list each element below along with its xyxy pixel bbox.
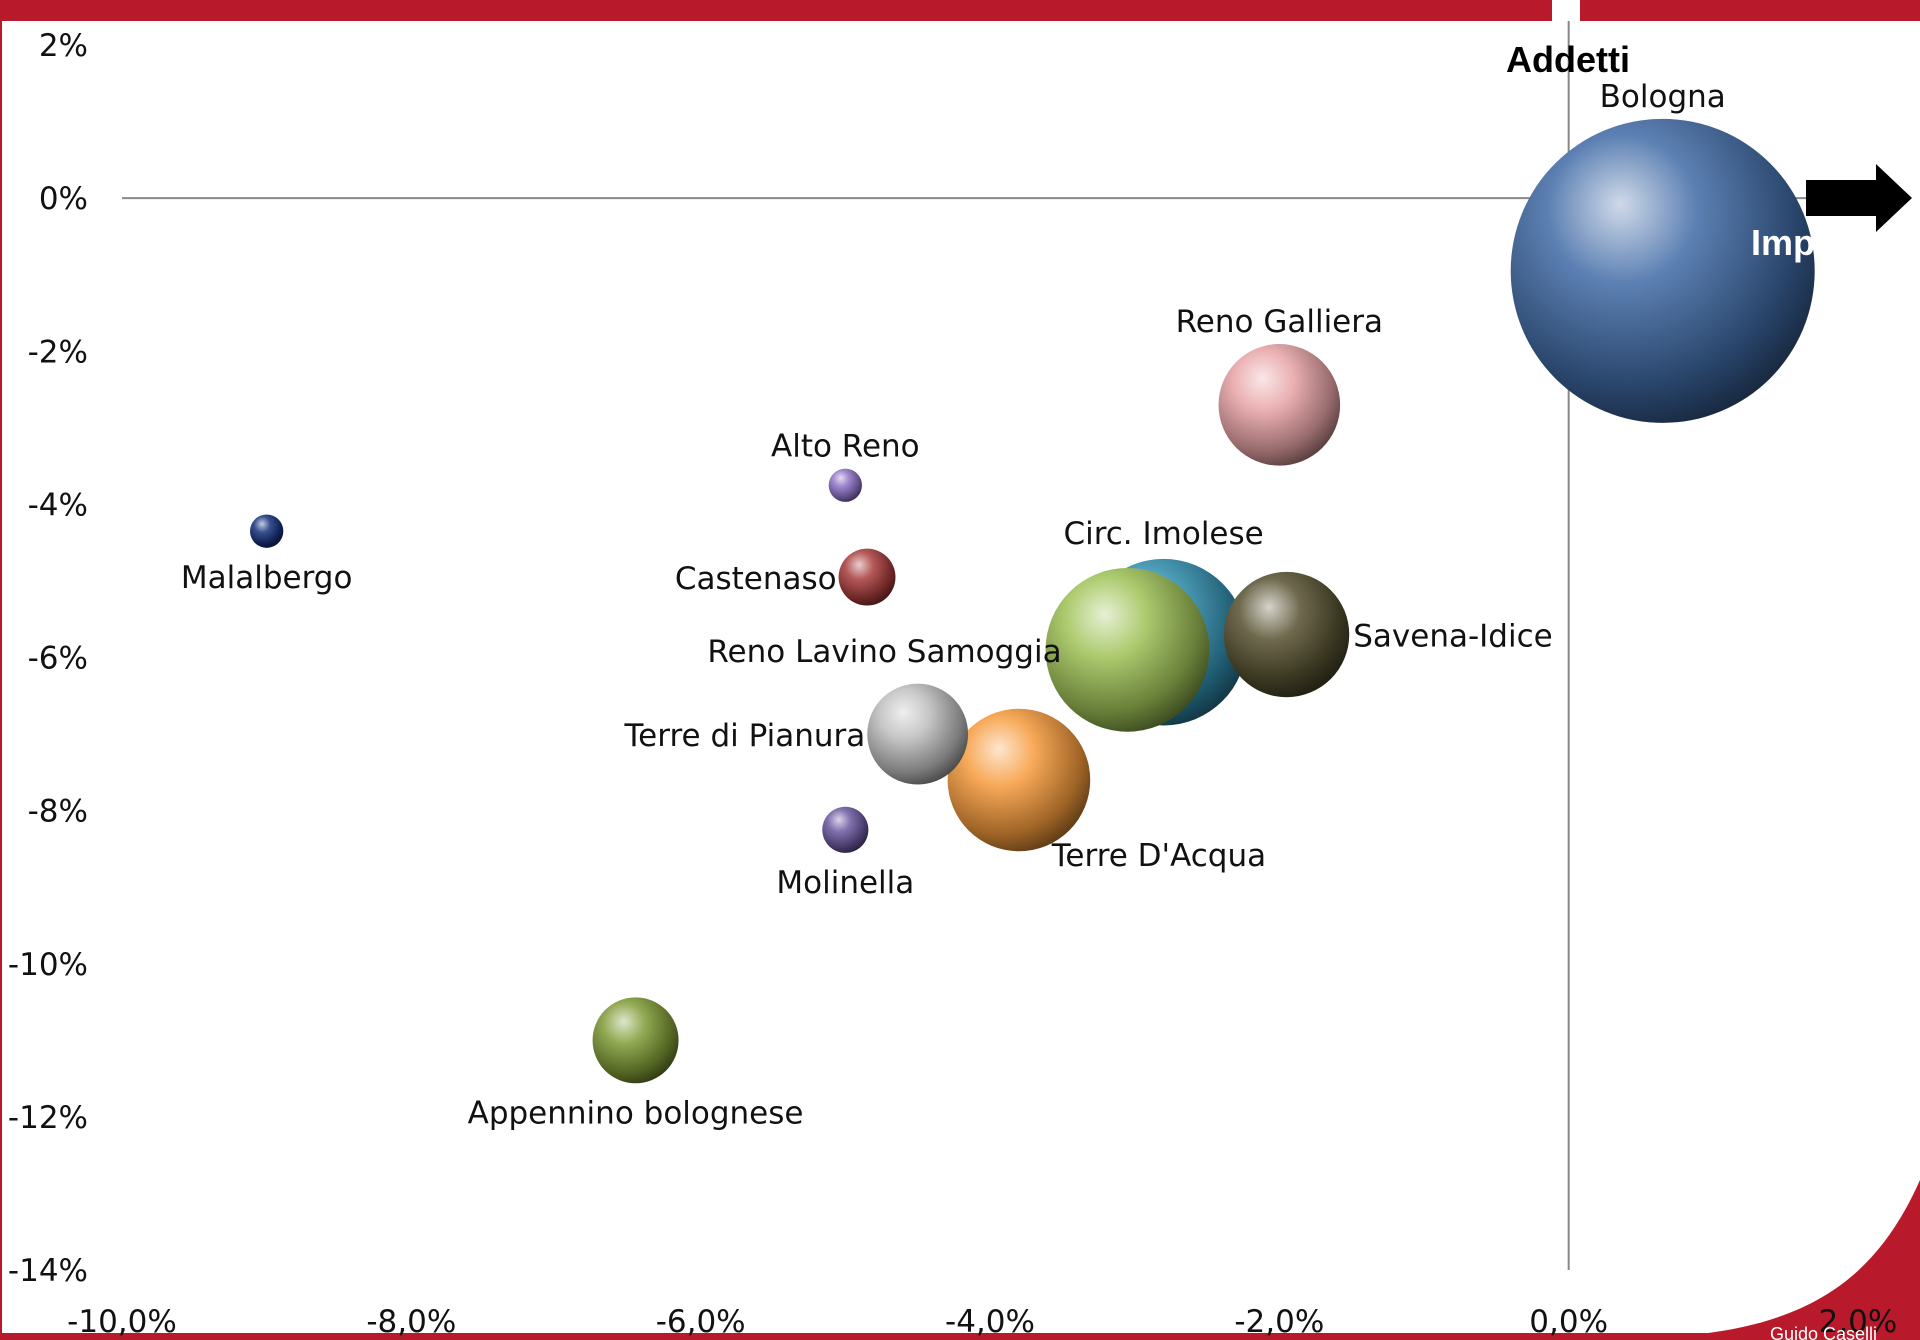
- bubble-label: Appennino bolognese: [468, 1095, 804, 1131]
- x-axis-arrow-icon: [1806, 164, 1912, 232]
- bubble-reno-lavino-samoggia: [1045, 567, 1210, 732]
- bubble-molinella: [822, 806, 869, 853]
- bubble-terre-d-acqua: [947, 708, 1091, 852]
- y-tick-label: 2%: [39, 28, 88, 64]
- bubble-bologna: [1510, 118, 1815, 423]
- x-tick-label: -4,0%: [945, 1304, 1035, 1340]
- bubble-label: Reno Galliera: [1176, 304, 1383, 340]
- bubble-malalbergo: [250, 514, 284, 548]
- y-tick-label: -14%: [8, 1253, 88, 1289]
- bubble-label: Reno Lavino Samoggia: [707, 634, 1061, 670]
- y-tick-label: -4%: [28, 487, 88, 523]
- x-tick-label: 2,0%: [1819, 1304, 1898, 1340]
- x-ticks: -10,0% -8,0% -6,0% -4,0% -2,0% 0,0% 2,0%: [67, 1304, 1897, 1340]
- x-tick-label: 0,0%: [1529, 1304, 1608, 1340]
- bubble-reno-galliera: [1218, 344, 1341, 466]
- bubbles: [250, 118, 1815, 1084]
- bubble-castenaso: [838, 548, 896, 606]
- bubble-label: Alto Reno: [771, 429, 920, 465]
- bubble-label: Terre D'Acqua: [1051, 838, 1266, 874]
- bubble-label: Savena-Idice: [1353, 619, 1552, 655]
- corner-swoosh: [1700, 1180, 1920, 1334]
- bubble-label: Malalbergo: [181, 560, 353, 596]
- y-ticks: 2% 0% -2% -4% -6% -8% -10% -12% -14%: [8, 28, 88, 1289]
- bubble-alto-reno: [828, 468, 862, 502]
- x-tick-label: -10,0%: [67, 1304, 177, 1340]
- left-border: [0, 21, 2, 1333]
- bubble-label: Bologna: [1600, 79, 1726, 115]
- x-tick-label: -8,0%: [366, 1304, 456, 1340]
- x-tick-label: -2,0%: [1234, 1304, 1324, 1340]
- x-tick-label: -6,0%: [656, 1304, 746, 1340]
- bubble-label: Molinella: [776, 865, 914, 901]
- top-band: [0, 0, 1920, 21]
- y-tick-label: 0%: [39, 181, 88, 217]
- bubble-terre-di-pianura: [867, 683, 969, 785]
- y-tick-label: -6%: [28, 641, 88, 677]
- y-axis-title: Addetti: [1506, 39, 1630, 80]
- bubble-label: Terre di Pianura: [624, 718, 866, 754]
- y-tick-label: -2%: [28, 334, 88, 370]
- bottom-band: [0, 1333, 1920, 1340]
- top-band-notch: [1552, 0, 1580, 26]
- bubble-appennino-bolognese: [592, 997, 679, 1084]
- y-tick-label: -8%: [28, 794, 88, 830]
- y-tick-label: -10%: [8, 947, 88, 983]
- bubble-label: Castenaso: [675, 561, 837, 597]
- footer-author: Guido Caselli: [1770, 1324, 1877, 1340]
- x-axis-title: Imprese: [1751, 222, 1889, 263]
- bubble-labels: Bologna Reno Galliera Alto Reno Malalbergo C…: [181, 79, 1726, 1131]
- y-tick-label: -12%: [8, 1100, 88, 1136]
- bubble-label: Circ. Imolese: [1063, 516, 1263, 552]
- bubble-savena-idice: [1223, 571, 1350, 698]
